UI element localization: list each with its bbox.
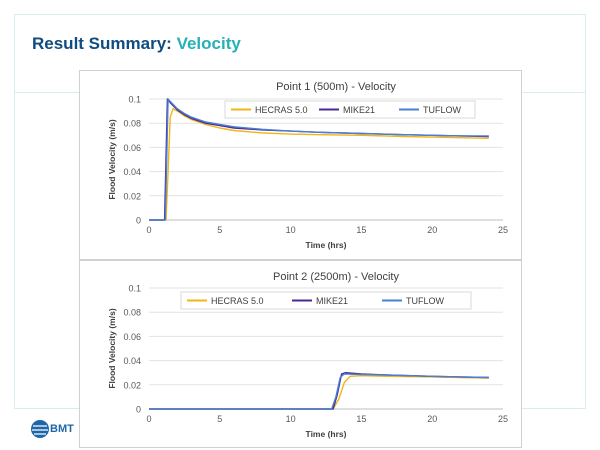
chart1-series-line [149, 98, 489, 221]
chart-point-2-svg: Point 2 (2500m) - Velocity 0 0.02 0.04 0.06 0… [107, 271, 508, 439]
chart1-legend-box [224, 100, 476, 119]
chart1-x-tick-label: 5 [217, 225, 222, 235]
chart2-legend-label: HECRAS 5.0 [211, 296, 264, 306]
chart2-x-tick-label: 5 [217, 414, 222, 424]
chart2-y-axis-label: Flood Velocity (m/s) [107, 308, 117, 388]
chart1-legend-label: HECRAS 5.0 [255, 105, 308, 115]
chart2-x-tick-label: 0 [146, 414, 151, 424]
chart2-x-tick-label: 20 [427, 414, 437, 424]
chart-point-2: Point 2 (2500m) - Velocity 0 0.02 0.04 0.06 0… [79, 260, 522, 448]
chart1-x-tick-label: 20 [427, 225, 437, 235]
chart2-y-tick-label: 0.06 [123, 332, 141, 342]
chart2-legend-label: TUFLOW [406, 296, 445, 306]
chart2-series-line [149, 373, 489, 410]
chart1-x-axis-label: Time (hrs) [306, 240, 347, 250]
chart1-y-axis-label: Flood Velocity (m/s) [107, 119, 117, 199]
chart2-legend-box [180, 291, 472, 310]
chart1-y-tick-label: 0 [136, 216, 141, 226]
chart1-y-tick-label: 0.06 [123, 143, 141, 153]
chart2-y-tick-label: 0.1 [128, 284, 141, 294]
chart1-legend-label: MIKE21 [343, 105, 375, 115]
logo-text: BMT [50, 423, 74, 435]
chart2-y-tick-label: 0.04 [123, 356, 141, 366]
chart1-y-tick-label: 0.08 [123, 119, 141, 129]
chart2-x-tick-label: 10 [286, 414, 296, 424]
chart2-series-line [149, 372, 489, 410]
chart1-x-tick-label: 15 [356, 225, 366, 235]
chart2-y-tick-label: 0.02 [123, 380, 141, 390]
chart2-series-line [149, 375, 489, 410]
chart2-x-tick-label: 15 [356, 414, 366, 424]
bmt-logo [31, 420, 49, 438]
chart1-series-line [149, 108, 489, 221]
chart2-y-tick-label: 0.08 [123, 308, 141, 318]
chart1-legend-label: TUFLOW [423, 105, 462, 115]
chart2-y-tick-label: 0 [136, 405, 141, 415]
logo-globe-icon [31, 420, 49, 438]
chart2-x-tick-label: 25 [498, 414, 508, 424]
chart2-x-axis-label: Time (hrs) [306, 429, 347, 439]
chart2-legend-label: MIKE21 [316, 296, 348, 306]
page-title: Result Summary: Velocity [32, 34, 241, 54]
chart1-y-tick-label: 0.04 [123, 167, 141, 177]
chart2-title: Point 2 (2500m) - Velocity [273, 271, 399, 283]
chart1-x-tick-label: 25 [498, 225, 508, 235]
chart1-y-tick-label: 0.02 [123, 191, 141, 201]
chart-point-1-svg: Point 1 (500m) - Velocity 0 0.02 0.04 0.06 0.… [107, 81, 508, 250]
chart1-x-tick-label: 10 [286, 225, 296, 235]
title-accent: Velocity [176, 34, 241, 53]
title-main: Result Summary: [32, 34, 172, 53]
chart1-x-tick-label: 0 [146, 225, 151, 235]
chart1-y-tick-label: 0.1 [128, 95, 141, 105]
chart1-title: Point 1 (500m) - Velocity [276, 81, 396, 93]
chart-point-1: Point 1 (500m) - Velocity 0 0.02 0.04 0.06 0.… [79, 70, 522, 260]
